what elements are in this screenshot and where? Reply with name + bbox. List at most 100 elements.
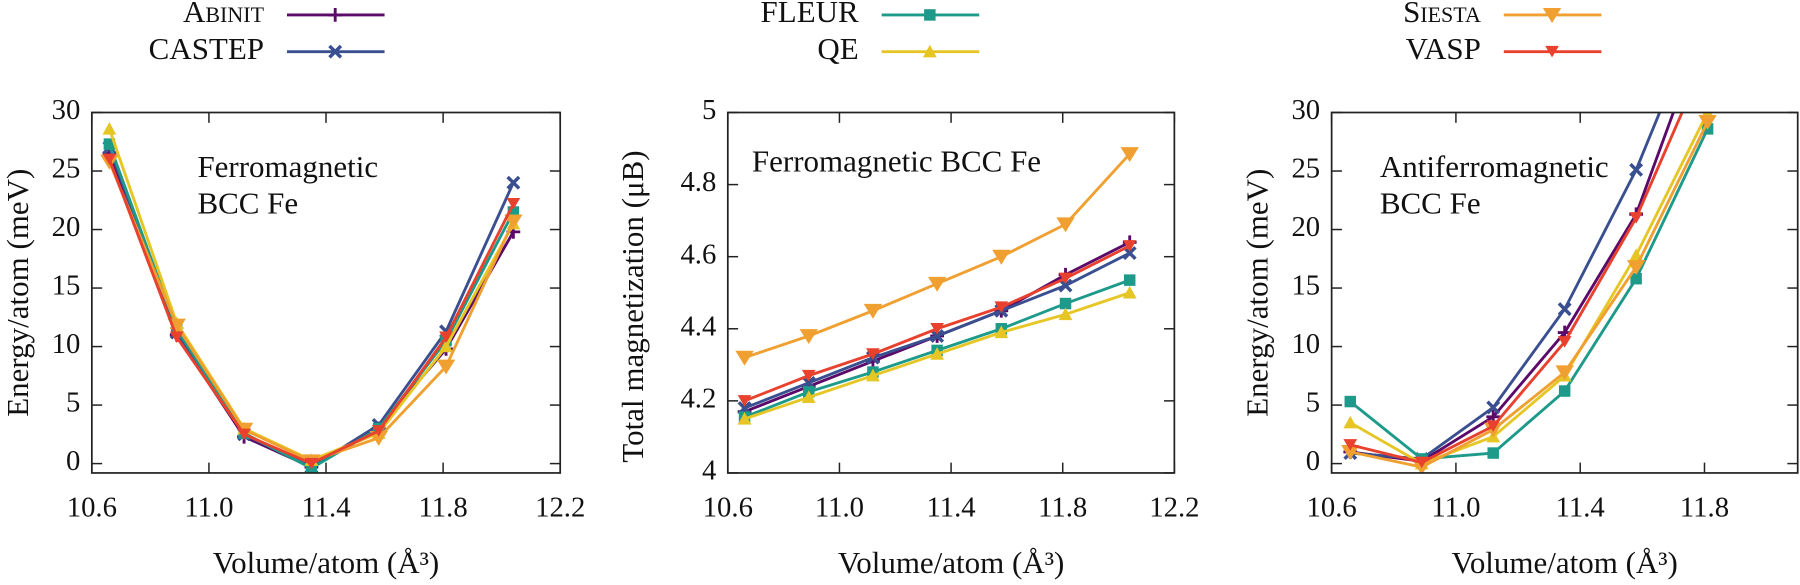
legend-label: QE [817,31,858,66]
x-tick-label: 11.4 [927,491,976,523]
marker [866,368,880,382]
x-tick-label: 11.0 [184,491,233,523]
series-line [1349,112,1684,464]
series-line [1349,112,1709,466]
x-tick-label: 11.8 [1038,491,1087,523]
y-tick-label: 25 [1291,153,1320,185]
marker [1058,272,1073,285]
y-tick-label: 0 [66,445,80,477]
plot-frame [90,111,562,474]
annotation: BCC Fe [1380,186,1481,221]
marker [1557,302,1572,317]
marker [436,359,456,375]
panel: 0 5 10 15 20 25 30 10.6 11.0 11.4 11.8Volume/atom … [1240,0,1799,580]
marker [801,369,816,382]
y-tick-label: 5 [702,94,716,126]
marker [1122,240,1137,252]
marker [924,9,936,21]
y-axis-label: Energy/atom (meV) [0,169,35,417]
marker [506,175,521,190]
marker [866,348,880,360]
marker [1343,439,1358,451]
marker [863,303,883,319]
y-tick-label: 4.4 [680,310,716,342]
x-tick-label: 12.2 [535,491,585,523]
marker [369,430,388,446]
legend-label: Abinit [183,0,265,29]
annotation: BCC Fe [197,186,298,221]
marker [1702,0,1713,1]
x-tick-label: 12.2 [1149,491,1199,523]
plot-area [1341,0,1717,473]
y-tick-label: 30 [1291,94,1320,126]
y-tick-label: 20 [1291,211,1320,243]
marker [930,323,945,335]
marker [237,428,251,441]
x-tick-label: 11.4 [301,491,350,523]
x-axis-label: Volume/atom (Å³) [213,545,439,580]
marker [735,350,754,366]
marker [1414,456,1429,469]
y-axis-label: Total magnetization (μB) [615,150,650,462]
marker [1120,147,1139,162]
plot-frame [726,111,1176,474]
x-axis-label: Volume/atom (Å³) [1451,545,1677,580]
y-axis-label: Energy/atom (meV) [1240,169,1275,417]
y-tick-label: 0 [1306,445,1320,477]
marker [737,412,752,425]
marker [1343,415,1358,429]
marker [169,331,184,343]
marker [1122,285,1137,299]
marker [737,395,752,407]
y-tick-label: 5 [1306,387,1320,419]
marker [1629,212,1644,224]
marker [799,329,818,345]
marker [507,206,520,218]
y-tick-label: 4.8 [680,166,716,198]
x-tick-label: 11.8 [1680,491,1729,523]
y-tick-label: 30 [52,94,81,126]
marker [1558,385,1571,397]
marker [1629,162,1644,177]
annotation: Antiferromagnetic [1380,149,1609,184]
plot-area [735,147,1139,425]
y-tick-label: 25 [52,153,81,185]
x-tick-label: 10.6 [1307,491,1357,523]
legend-label: CASTEP [149,31,264,66]
marker [922,44,937,58]
marker [1542,8,1562,23]
marker [994,325,1009,339]
marker [930,329,945,343]
plot-frame [1330,111,1799,474]
x-tick-label: 11.0 [1431,491,1480,523]
marker [102,153,117,166]
marker [1344,395,1357,408]
marker [328,44,343,59]
y-tick-label: 10 [52,328,81,360]
marker [930,347,945,360]
marker [927,276,947,292]
marker [1123,274,1136,286]
annotation: Ferromagnetic [197,149,378,184]
x-axis-label: Volume/atom (Å³) [838,545,1064,580]
marker [1487,447,1499,459]
marker [1056,217,1075,233]
y-tick-label: 10 [1291,328,1320,360]
marker [1058,307,1073,321]
marker [1701,48,1715,59]
marker [1486,400,1501,415]
marker [994,301,1009,313]
y-tick-label: 5 [66,387,80,419]
y-tick-label: 4.6 [680,238,716,270]
x-tick-label: 11.4 [1556,491,1605,523]
series-line [1349,128,1709,461]
y-tick-label: 15 [52,270,81,302]
marker [1555,365,1574,381]
marker [304,457,319,470]
marker [1630,272,1642,285]
marker [102,121,117,135]
y-tick-label: 4.2 [680,382,716,414]
marker [328,8,343,22]
marker [1545,45,1559,58]
